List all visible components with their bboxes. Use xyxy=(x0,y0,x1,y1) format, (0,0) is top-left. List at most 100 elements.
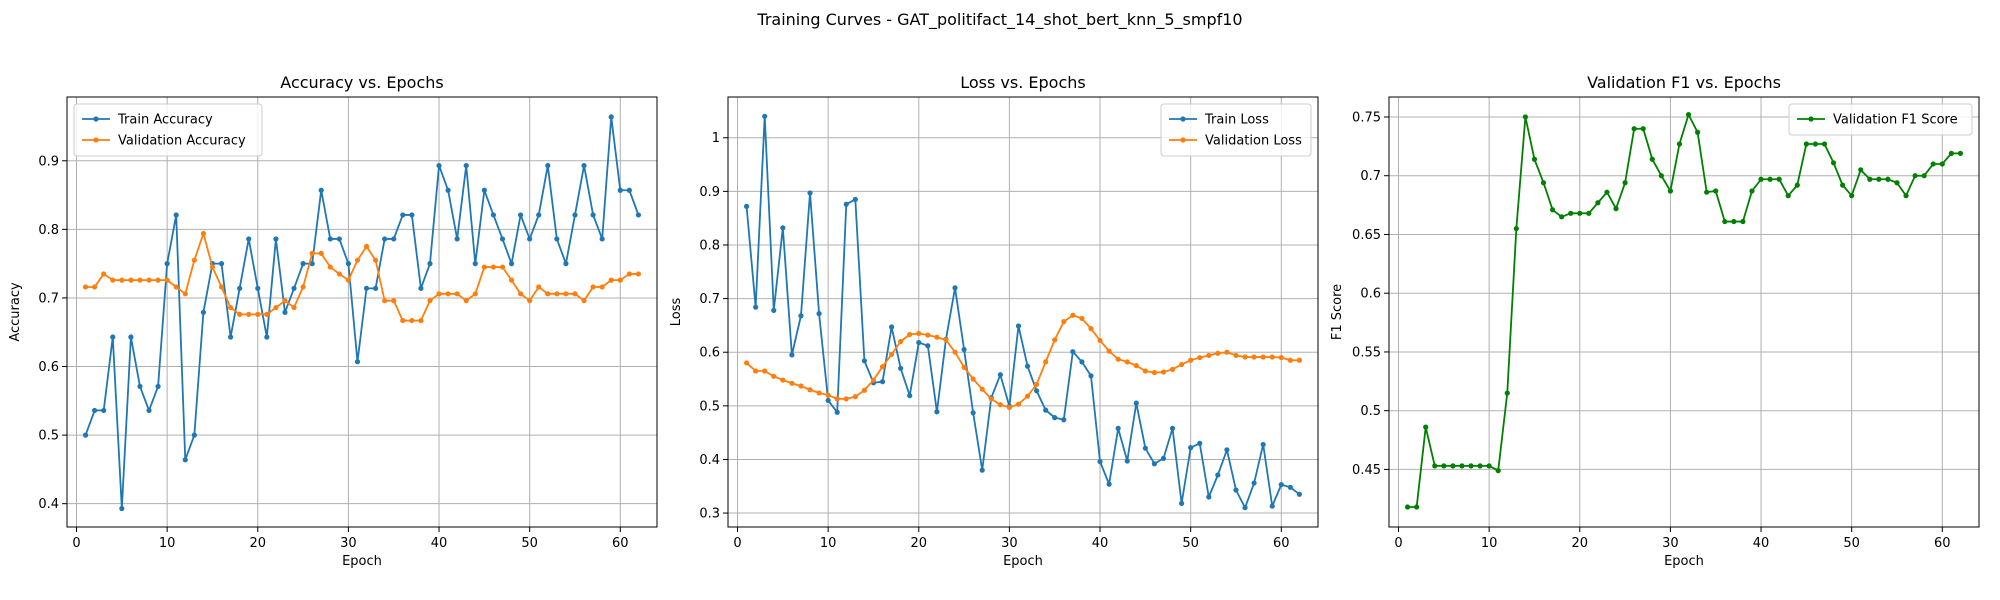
chart-1-series-1-line xyxy=(84,115,640,510)
chart-1-series-1-point xyxy=(472,261,478,267)
chart-2-series-1-point xyxy=(807,190,813,196)
chart-2-series-2-point xyxy=(1015,401,1022,407)
chart-1-series-1-point xyxy=(382,236,388,242)
chart-2-series-2-point xyxy=(879,364,886,370)
chart-3-ytick-label-2: 0.55 xyxy=(1352,345,1381,360)
chart-3-series-1-point xyxy=(1559,214,1565,220)
chart-1-series-2-point xyxy=(227,304,234,311)
chart-2-series-1-point xyxy=(1287,484,1293,490)
chart-1-series-2-point xyxy=(599,284,605,290)
chart-2-series-2-point xyxy=(1260,354,1266,360)
chart-1-series-2-point xyxy=(527,298,533,304)
chart-2-series-1-point xyxy=(1169,425,1176,431)
chart-2-frame xyxy=(727,96,1319,528)
chart-2-series-1-point xyxy=(1151,461,1158,467)
chart-2-legend-label-1: Train Loss xyxy=(1204,113,1269,128)
chart-1-series-1-point xyxy=(363,285,370,291)
chart-3-xlabel: Epoch xyxy=(1664,554,1704,569)
chart-3-series-1-point xyxy=(1640,126,1646,132)
chart-2-series-2-point xyxy=(898,338,904,345)
chart-1-series-2-point xyxy=(391,298,397,304)
chart-2-series-2-point xyxy=(816,390,822,396)
chart-1-series-2-point xyxy=(508,277,515,283)
chart-2-series-1-point xyxy=(1106,481,1112,487)
chart-2-series-1-point xyxy=(762,113,768,119)
chart-1-series-2-point xyxy=(128,277,134,283)
chart-1-series-2-point xyxy=(246,311,252,318)
chart-1-xtick-label-3: 30 xyxy=(340,536,357,551)
chart-2-series-2-point xyxy=(1197,354,1203,361)
chart-2-series-1-point xyxy=(1133,400,1139,406)
chart-1-series-2-point xyxy=(545,291,551,297)
chart-2-series-2-point xyxy=(1061,319,1067,325)
chart-3-legend-box xyxy=(1788,103,1973,136)
chart-2-title: Loss vs. Epochs xyxy=(960,73,1085,92)
chart-2-series-2-point xyxy=(1206,352,1212,359)
chart-1-series-1-point xyxy=(608,114,614,120)
chart-2-series-1-point xyxy=(888,324,895,330)
chart-1-series-1 xyxy=(82,114,642,512)
chart-1-series-1-point xyxy=(309,261,315,267)
chart-1-frame xyxy=(66,96,658,528)
chart-2-series-2-point xyxy=(988,396,994,402)
chart-1-series-1-point xyxy=(635,212,642,218)
chart-2-series-1-point xyxy=(834,409,840,415)
chart-3-series-1-point xyxy=(1414,504,1420,510)
chart-2-series-1-point xyxy=(1115,425,1121,431)
chart-2-series-2-point xyxy=(861,387,867,393)
chart-1-series-1-point xyxy=(264,334,270,340)
chart-3-series-1 xyxy=(1404,112,1964,510)
chart-2-series-2-point xyxy=(1169,366,1176,372)
chart-1-series-1-point xyxy=(572,212,578,218)
chart-1-series-2-point xyxy=(318,250,324,256)
chart-2-series-1-point xyxy=(1070,349,1076,355)
chart-3-ytick-label-3: 0.6 xyxy=(1360,287,1381,302)
chart-2-xlabel: Epoch xyxy=(1003,554,1043,569)
chart-2-xtick-label-6: 60 xyxy=(1273,536,1290,551)
chart-3-series-1-point xyxy=(1840,182,1846,188)
chart-1-series-1-point xyxy=(508,261,515,267)
chart-3-legend-label-1: Validation F1 Score xyxy=(1833,113,1958,128)
chart-1-series-2-point xyxy=(490,264,497,270)
chart-3-series-1-point xyxy=(1785,193,1791,199)
chart-3-series-1-point xyxy=(1441,463,1447,469)
chart-3-series-1-point xyxy=(1423,424,1429,430)
chart-1-series-1-point xyxy=(563,261,569,267)
chart-3-series-1-point xyxy=(1495,468,1501,474)
chart-3-series-1-point xyxy=(1912,173,1918,179)
chart-1-series-1-point xyxy=(137,383,143,390)
chart-1-legend: Train Accuracy Validation Accuracy xyxy=(73,103,263,157)
chart-1-series-2-point xyxy=(155,277,161,283)
chart-1-series-2-point xyxy=(363,243,370,250)
chart-3-xtick-label-5: 50 xyxy=(1843,536,1860,551)
chart-2-series-1-point xyxy=(997,372,1003,378)
chart-3-xtick-label-1: 10 xyxy=(1481,536,1498,551)
chart-1-series-1-point xyxy=(527,236,533,242)
chart-1-series-1-point xyxy=(445,187,451,193)
chart-1-series-2-point xyxy=(146,277,152,283)
chart-2: Loss vs. Epochs 0 10 20 30 40 50 60 0.3 0.4 0.5 0.6… xyxy=(669,73,1319,569)
chart-2-series-1-point xyxy=(816,311,822,317)
chart-1-series-1-point xyxy=(173,212,179,218)
chart-3-series-1-point xyxy=(1667,188,1674,194)
chart-2-series-2-point xyxy=(1115,356,1121,362)
chart-3-series-1-point xyxy=(1803,141,1809,147)
chart-2-series-2-point xyxy=(1215,350,1221,356)
chart-2-series-1-point xyxy=(825,397,831,404)
chart-2-series-1-point xyxy=(1124,458,1130,464)
chart-2-ytick-label-1: 0.4 xyxy=(699,453,720,468)
chart-2-xtick-label-0: 0 xyxy=(733,536,741,551)
chart-3-series-1-point xyxy=(1903,193,1909,199)
chart-2-ytick-label-6: 0.9 xyxy=(699,185,720,200)
chart-1-series-2-point xyxy=(119,277,125,283)
chart-1-legend-label-1: Train Accuracy xyxy=(117,113,213,128)
chart-3-series-1-point xyxy=(1776,176,1782,182)
chart-1-series-2-point xyxy=(572,291,578,297)
chart-2-series-1-point xyxy=(1197,440,1203,446)
chart-3-series-1-point xyxy=(1867,176,1873,182)
chart-3-series-1-point xyxy=(1486,463,1492,469)
chart-1-series-1-point xyxy=(391,236,397,242)
chart-3-series-1-point xyxy=(1586,210,1592,216)
chart-1-xtick-label-0: 0 xyxy=(72,536,80,551)
